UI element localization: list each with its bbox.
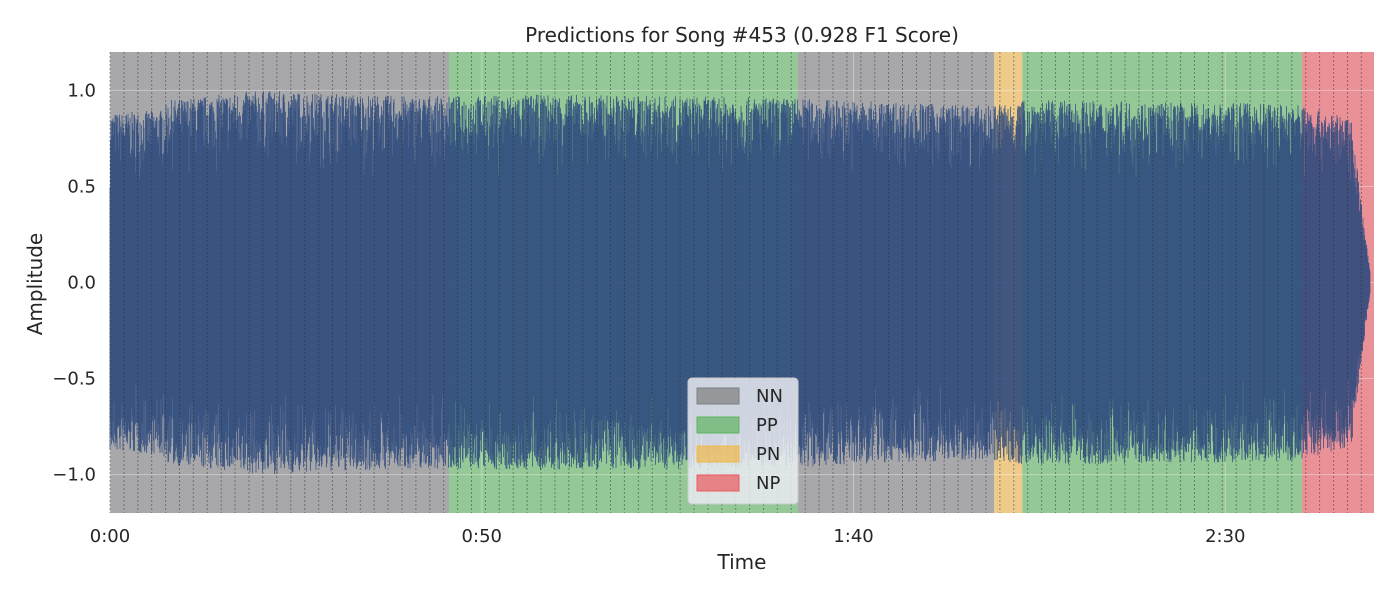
legend-label-nn: NN <box>756 386 783 407</box>
legend-label-pp: PP <box>756 415 778 436</box>
waveform <box>109 91 1371 474</box>
legend-label-np: NP <box>756 473 780 494</box>
y-tick-label: −0.5 <box>52 369 96 390</box>
plot-area <box>109 52 1374 513</box>
y-tick-label: −1.0 <box>52 465 96 486</box>
y-axis-label: Amplitude <box>23 233 47 336</box>
legend: NN PP PN NP <box>687 377 799 505</box>
y-tick-label: 0.5 <box>67 176 96 197</box>
legend-frame <box>687 377 799 505</box>
chart-title: Predictions for Song #453 (0.928 F1 Scor… <box>525 23 959 47</box>
legend-swatch-pn <box>696 445 740 463</box>
y-tick-label: 1.0 <box>67 80 96 101</box>
x-tick-label: 0:00 <box>90 526 130 547</box>
legend-label-pn: PN <box>756 444 780 465</box>
legend-swatch-pp <box>696 416 740 434</box>
legend-swatch-np <box>696 474 740 492</box>
x-axis-label: Time <box>717 550 767 574</box>
x-tick-label: 0:50 <box>462 526 502 547</box>
legend-swatch-nn <box>696 387 740 405</box>
x-tick-label: 1:40 <box>833 526 873 547</box>
y-tick-label: 0.0 <box>67 273 96 294</box>
x-tick-label: 2:30 <box>1205 526 1245 547</box>
